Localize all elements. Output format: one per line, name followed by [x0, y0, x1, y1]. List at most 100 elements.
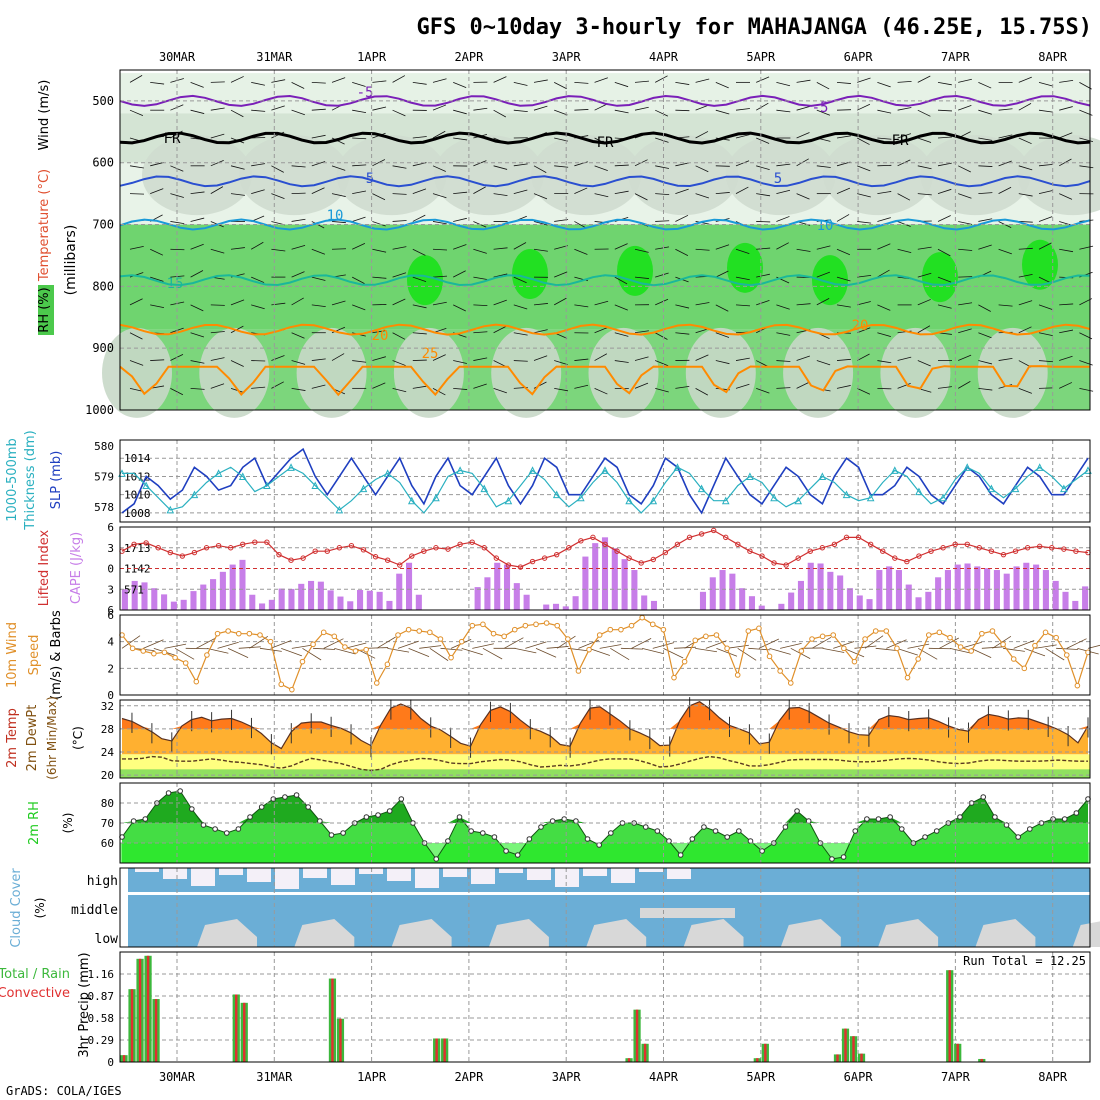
li-marker	[372, 554, 379, 560]
wind-barb	[331, 165, 346, 171]
isotherm-line	[119, 218, 1091, 231]
rh-core	[512, 249, 548, 299]
wind-barb	[251, 304, 265, 310]
thickness-marker	[649, 496, 658, 505]
wind-barb	[533, 303, 548, 306]
wind-barb	[412, 81, 427, 85]
wind-barb	[150, 304, 165, 308]
wind-marker	[331, 633, 338, 640]
wind-barb	[432, 275, 447, 278]
wind-barb	[291, 332, 305, 339]
wind-marker	[501, 633, 507, 640]
cape-bar	[1062, 591, 1069, 610]
wind-barb	[230, 299, 245, 306]
wind-barb	[412, 276, 427, 283]
chart-title: GFS 0~10day 3-hourly for MAHAJANGA (46.2…	[416, 15, 1092, 40]
wind-barb	[453, 360, 467, 364]
rh-marker	[247, 814, 253, 820]
wind-barb	[311, 134, 326, 139]
wind-barb	[715, 270, 729, 278]
wind-barb	[493, 387, 507, 394]
wind-barb	[958, 105, 972, 111]
surface-barb	[270, 640, 292, 649]
high-cloud-gap	[275, 868, 299, 889]
wind-barb	[695, 302, 710, 306]
cape-bar	[641, 595, 648, 610]
dry-patch	[239, 135, 350, 216]
li-tick: 0	[107, 563, 114, 576]
wind-barb	[271, 355, 285, 361]
rh-marker	[677, 852, 684, 858]
surface-barb	[503, 637, 524, 649]
cape-bar	[376, 591, 383, 610]
wind-barb	[190, 304, 204, 312]
wind-barb	[493, 247, 508, 250]
surface-barb	[376, 636, 396, 649]
wind-barb	[756, 247, 771, 250]
wind-barb	[594, 193, 609, 198]
li-marker	[1012, 548, 1019, 554]
thickness-marker	[842, 490, 851, 499]
rh-marker	[258, 804, 265, 810]
cape-bar	[396, 573, 403, 610]
surface-barb	[981, 646, 1004, 649]
wind-barb	[1038, 163, 1053, 167]
wind-barb	[735, 304, 750, 307]
rh-marker	[468, 828, 474, 834]
cape-bar	[984, 568, 991, 610]
wind-barb	[695, 388, 709, 396]
high-cloud-gap	[667, 868, 691, 879]
pressure-tick: 900	[92, 341, 114, 355]
wind-marker	[671, 674, 677, 681]
surface-barb	[313, 647, 336, 650]
li-marker	[590, 534, 596, 541]
precip-convective-bar	[154, 999, 158, 1062]
rh-marker	[1027, 826, 1033, 832]
wind-marker	[469, 622, 476, 629]
rh-core	[727, 242, 763, 293]
wind-barb	[129, 75, 143, 83]
wind-barb	[473, 304, 488, 307]
dewpoint-line	[122, 755, 1088, 772]
wind-marker	[809, 636, 815, 642]
wind-barb	[1059, 106, 1073, 111]
thickness-marker	[601, 466, 609, 474]
dry-patch	[588, 327, 659, 418]
wind-barb	[634, 330, 649, 334]
cape-bar	[121, 589, 128, 610]
thickness-marker	[770, 493, 778, 502]
wind-barb	[958, 193, 972, 199]
li-marker	[1024, 545, 1031, 551]
wind-barb	[271, 302, 286, 306]
wind-barb	[715, 304, 729, 312]
wind-marker	[204, 652, 210, 658]
contour-label: 25	[422, 346, 439, 362]
wind-barb	[675, 162, 690, 167]
wind-marker	[140, 648, 147, 654]
wind-barb	[735, 383, 750, 389]
cape-bar	[474, 587, 481, 610]
wind-barb	[150, 248, 164, 256]
wind-barb	[776, 360, 791, 362]
wind-barb	[271, 79, 286, 83]
isotherm-line	[119, 131, 1091, 145]
wind-barb	[392, 360, 406, 366]
precip-convective-bar	[764, 1043, 767, 1062]
wind-barb	[291, 360, 306, 365]
rh-marker	[491, 834, 498, 840]
thickness-marker	[963, 463, 972, 471]
wind-barb	[655, 387, 669, 393]
wind-barb	[311, 81, 326, 84]
wind-barb	[372, 382, 386, 389]
wind-barb	[1038, 190, 1053, 195]
wind-barb	[836, 187, 851, 195]
rh-marker	[701, 824, 707, 830]
wind-marker	[947, 634, 953, 641]
rh-marker	[223, 830, 230, 836]
cape-bar	[592, 543, 599, 610]
low-cloud-gap	[975, 919, 1036, 947]
dry-patch	[823, 135, 934, 216]
wind-barb	[1059, 80, 1074, 83]
wind-barb	[210, 133, 225, 139]
thickness-marker	[480, 484, 489, 493]
